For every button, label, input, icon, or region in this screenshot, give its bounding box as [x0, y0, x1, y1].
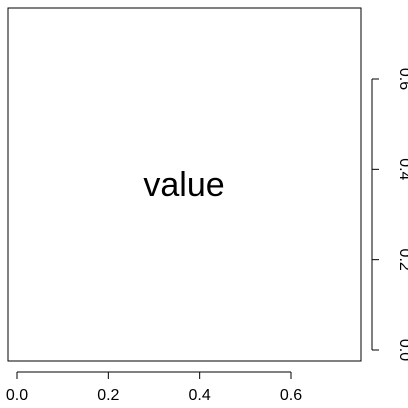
plot-box	[7, 7, 362, 362]
y-tick-label-2: 0.4	[396, 158, 408, 180]
x-tick-label-3: 0.6	[280, 387, 302, 404]
x-tick-label-1: 0.2	[97, 387, 119, 404]
center-annotation: value	[143, 166, 224, 204]
y-tick-label-0: 0.0	[396, 339, 408, 361]
y-axis: 0.0 0.2 0.4 0.6	[371, 68, 408, 361]
x-tick-label-2: 0.4	[189, 387, 211, 404]
x-tick-label-0: 0.0	[6, 387, 28, 404]
y-tick-label-1: 0.2	[396, 249, 408, 271]
x-axis: 0.0 0.2 0.4 0.6	[6, 371, 302, 404]
y-tick-label-3: 0.6	[396, 68, 408, 90]
